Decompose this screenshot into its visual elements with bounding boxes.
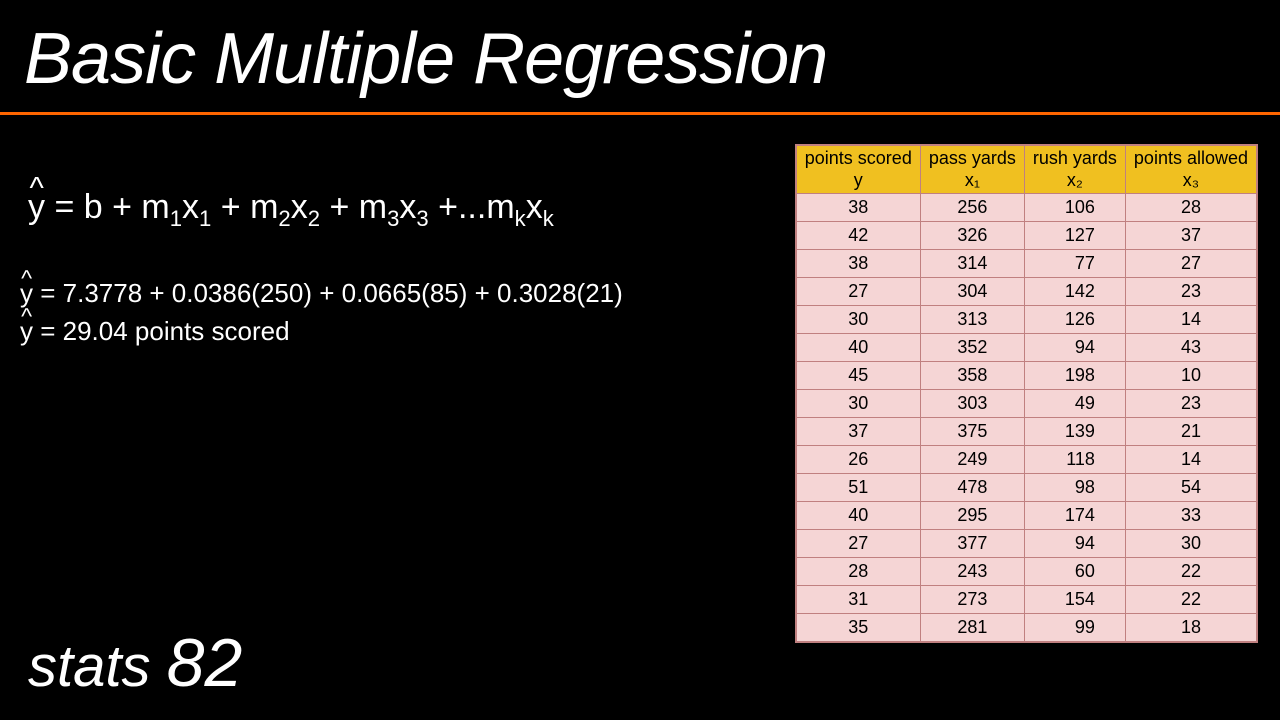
column-header: pass yardsx₁ (920, 145, 1024, 194)
table-cell: 326 (920, 222, 1024, 250)
table-row: 2730414223 (796, 278, 1257, 306)
table-cell: 304 (920, 278, 1024, 306)
table-cell: 35 (796, 614, 921, 643)
table-cell: 23 (1125, 278, 1257, 306)
table-cell: 30 (796, 390, 921, 418)
table-row: 4535819810 (796, 362, 1257, 390)
table-cell: 377 (920, 530, 1024, 558)
table-cell: 295 (920, 502, 1024, 530)
table-row: 403529443 (796, 334, 1257, 362)
table-cell: 126 (1024, 306, 1125, 334)
episode-number: 82 (167, 625, 243, 701)
table-cell: 54 (1125, 474, 1257, 502)
column-header: points scoredy (796, 145, 921, 194)
table-cell: 106 (1024, 194, 1125, 222)
column-header: points allowedx₃ (1125, 145, 1257, 194)
table-cell: 37 (1125, 222, 1257, 250)
table-cell: 22 (1125, 558, 1257, 586)
table-cell: 49 (1024, 390, 1125, 418)
series-label: stats 82 (28, 624, 242, 702)
table-cell: 22 (1125, 586, 1257, 614)
table-row: 2624911814 (796, 446, 1257, 474)
table-cell: 60 (1024, 558, 1125, 586)
table-cell: 139 (1024, 418, 1125, 446)
table-row: 4232612737 (796, 222, 1257, 250)
table-cell: 26 (796, 446, 921, 474)
table-row: 3031312614 (796, 306, 1257, 334)
series-name: stats (28, 634, 151, 699)
table-row: 514789854 (796, 474, 1257, 502)
table-row: 3127315422 (796, 586, 1257, 614)
table-cell: 30 (796, 306, 921, 334)
table-cell: 98 (1024, 474, 1125, 502)
table-row: 3825610628 (796, 194, 1257, 222)
table-cell: 10 (1125, 362, 1257, 390)
table-cell: 99 (1024, 614, 1125, 643)
table-cell: 40 (796, 502, 921, 530)
table-cell: 21 (1125, 418, 1257, 446)
table-cell: 198 (1024, 362, 1125, 390)
table-cell: 314 (920, 250, 1024, 278)
table-cell: 14 (1125, 306, 1257, 334)
table-cell: 256 (920, 194, 1024, 222)
table-cell: 478 (920, 474, 1024, 502)
table-cell: 43 (1125, 334, 1257, 362)
table-cell: 40 (796, 334, 921, 362)
table-header: points scoredypass yardsx₁rush yardsx₂po… (796, 145, 1257, 194)
table-row: 282436022 (796, 558, 1257, 586)
table-row: 3737513921 (796, 418, 1257, 446)
table-cell: 28 (796, 558, 921, 586)
table-cell: 27 (1125, 250, 1257, 278)
table-cell: 249 (920, 446, 1024, 474)
table-cell: 31 (796, 586, 921, 614)
table-cell: 142 (1024, 278, 1125, 306)
table-row: 383147727 (796, 250, 1257, 278)
table-row: 4029517433 (796, 502, 1257, 530)
table-cell: 375 (920, 418, 1024, 446)
table-cell: 243 (920, 558, 1024, 586)
table-cell: 30 (1125, 530, 1257, 558)
table-cell: 313 (920, 306, 1024, 334)
table-cell: 127 (1024, 222, 1125, 250)
table-row: 352819918 (796, 614, 1257, 643)
table-cell: 303 (920, 390, 1024, 418)
table-cell: 23 (1125, 390, 1257, 418)
data-table: points scoredypass yardsx₁rush yardsx₂po… (795, 144, 1258, 643)
table-cell: 38 (796, 250, 921, 278)
table-body: 3825610628423261273738314772727304142233… (796, 194, 1257, 643)
table-cell: 45 (796, 362, 921, 390)
table-cell: 51 (796, 474, 921, 502)
table-cell: 94 (1024, 530, 1125, 558)
title-divider (0, 112, 1280, 115)
column-header: rush yardsx₂ (1024, 145, 1125, 194)
table-cell: 154 (1024, 586, 1125, 614)
table-cell: 273 (920, 586, 1024, 614)
regression-formula-general: y = b + m1x1 + m2x2 + m3x3 +...mkxk (28, 188, 554, 232)
table-cell: 38 (796, 194, 921, 222)
table-cell: 27 (796, 530, 921, 558)
table-cell: 77 (1024, 250, 1125, 278)
regression-formula-result: y = 29.04 points scored (20, 316, 290, 347)
table-cell: 174 (1024, 502, 1125, 530)
table-row: 273779430 (796, 530, 1257, 558)
table-cell: 18 (1125, 614, 1257, 643)
table-cell: 37 (796, 418, 921, 446)
regression-formula-numeric: y = 7.3778 + 0.0386(250) + 0.0665(85) + … (20, 278, 623, 309)
table-cell: 358 (920, 362, 1024, 390)
table-cell: 94 (1024, 334, 1125, 362)
table-row: 303034923 (796, 390, 1257, 418)
table-cell: 281 (920, 614, 1024, 643)
table-cell: 27 (796, 278, 921, 306)
table-cell: 118 (1024, 446, 1125, 474)
table-cell: 28 (1125, 194, 1257, 222)
table-cell: 42 (796, 222, 921, 250)
table-cell: 352 (920, 334, 1024, 362)
page-title: Basic Multiple Regression (0, 0, 1280, 100)
table-cell: 14 (1125, 446, 1257, 474)
table-cell: 33 (1125, 502, 1257, 530)
